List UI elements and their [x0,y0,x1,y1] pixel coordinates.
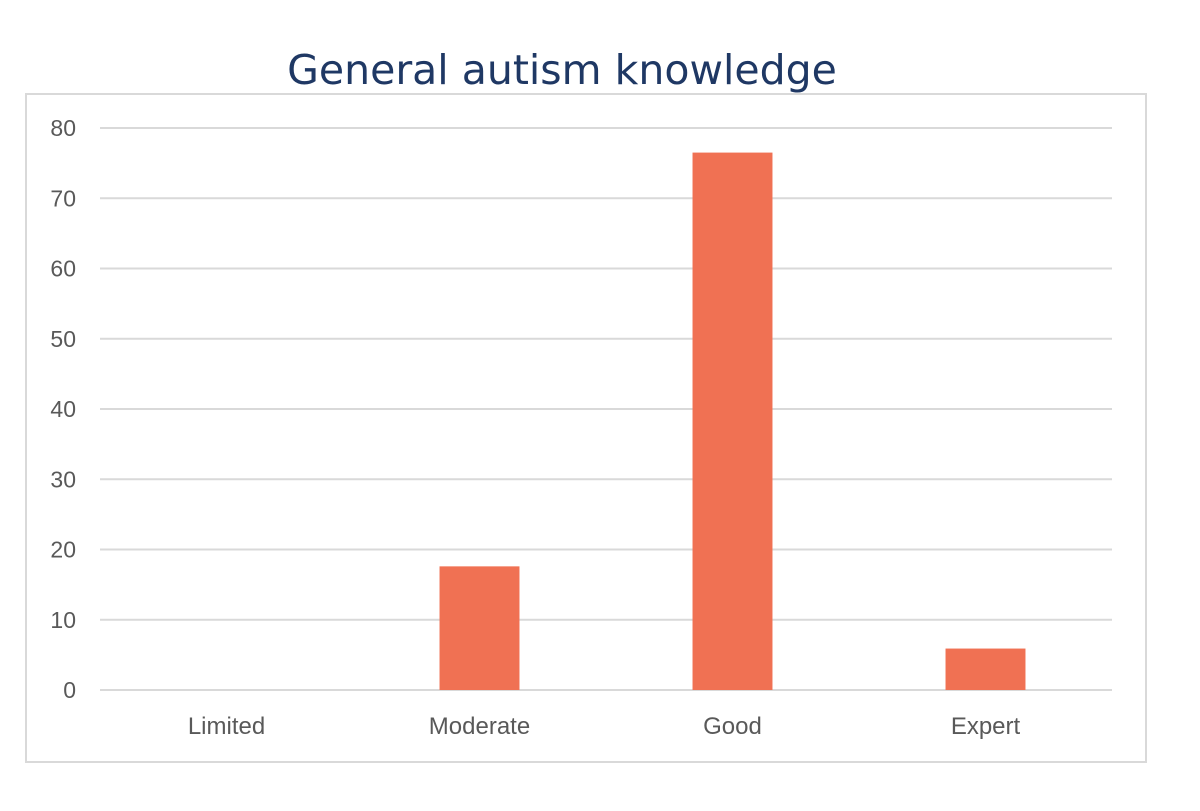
y-tick-label: 50 [50,326,76,352]
chart-title: General autism knowledge [287,46,837,94]
y-tick-label: 20 [50,537,76,563]
x-tick-label: Expert [951,713,1021,740]
y-axis-tick-labels: 0 10 20 30 40 50 60 70 80 [50,115,76,703]
bars [439,152,1026,690]
gridlines [100,127,1112,691]
y-tick-label: 30 [50,466,76,492]
bar-moderate [439,566,520,690]
y-tick-label: 80 [50,115,76,141]
y-tick-label: 0 [63,677,76,703]
x-tick-label: Limited [188,713,265,740]
x-axis-category-labels: Limited Moderate Good Expert [188,713,1021,740]
y-tick-label: 10 [50,607,76,633]
y-tick-label: 40 [50,396,76,422]
bar-good [692,152,773,690]
y-tick-label: 70 [50,185,76,211]
x-tick-label: Good [703,713,762,740]
x-tick-label: Moderate [429,713,530,740]
bar-expert [945,648,1026,690]
y-tick-label: 60 [50,256,76,282]
